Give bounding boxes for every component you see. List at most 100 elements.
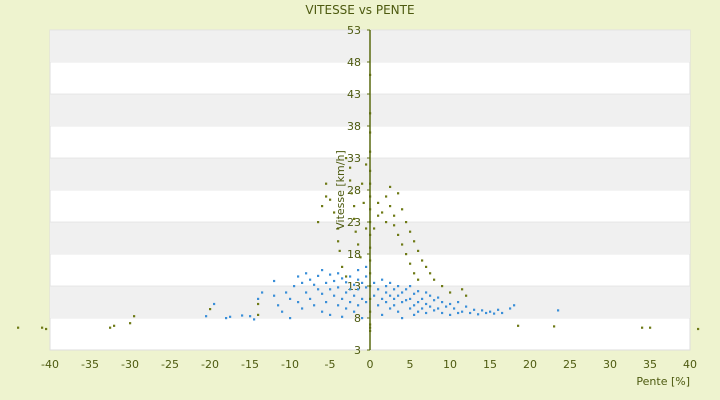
data-point — [381, 297, 384, 300]
data-point — [409, 285, 412, 288]
data-point — [345, 307, 348, 310]
data-point — [261, 291, 264, 294]
data-point — [393, 304, 396, 307]
data-point — [313, 304, 316, 307]
data-point — [17, 326, 20, 329]
data-point — [393, 288, 396, 291]
data-point — [329, 198, 332, 201]
data-point — [301, 307, 304, 310]
x-tick-label: 15 — [483, 358, 497, 371]
data-point — [349, 166, 352, 169]
data-point — [377, 288, 380, 291]
data-point — [285, 291, 288, 294]
data-point — [417, 290, 420, 293]
data-point — [409, 262, 412, 265]
data-point — [305, 272, 308, 275]
data-point — [409, 230, 412, 233]
data-point — [401, 291, 404, 294]
data-point — [365, 286, 368, 289]
data-point — [349, 275, 352, 278]
data-point — [493, 312, 496, 315]
data-point — [349, 288, 352, 291]
data-point — [433, 309, 436, 312]
data-point — [357, 288, 360, 291]
data-point — [413, 292, 416, 295]
data-point — [397, 192, 400, 195]
data-point — [385, 301, 388, 304]
data-point — [409, 307, 412, 310]
data-point — [353, 217, 356, 220]
x-tick-labels: -40 -35 -30 -25 -20 -15 -10 -5 0 5 10 15 20 25 30 35 40 — [41, 358, 697, 371]
data-point — [421, 297, 424, 300]
data-point — [381, 278, 384, 281]
x-tick-label: 10 — [443, 358, 457, 371]
y-tick-label: 33 — [347, 152, 361, 165]
data-point — [345, 157, 348, 160]
data-point — [337, 240, 340, 243]
data-point — [449, 302, 452, 306]
data-point — [321, 310, 324, 313]
x-tick-label: -25 — [161, 358, 179, 371]
data-point — [401, 208, 404, 211]
data-point — [345, 281, 348, 284]
data-point — [317, 288, 320, 291]
data-point — [241, 314, 244, 317]
data-point — [317, 274, 320, 277]
x-tick-label: 30 — [603, 358, 617, 371]
data-point — [417, 278, 420, 281]
data-point — [361, 297, 364, 300]
data-point — [333, 211, 336, 214]
data-point — [373, 281, 376, 284]
x-axis-label: Pente [%] — [636, 375, 690, 388]
x-tick-label: -35 — [81, 358, 99, 371]
data-point — [397, 310, 400, 313]
data-point — [325, 281, 328, 284]
data-point — [345, 275, 348, 278]
data-point — [649, 326, 652, 329]
data-point — [309, 297, 312, 300]
data-point — [341, 315, 344, 318]
data-point — [357, 269, 360, 272]
data-point — [349, 179, 352, 182]
data-point — [377, 214, 380, 217]
data-point — [697, 327, 700, 331]
data-point — [425, 291, 428, 294]
data-point — [381, 313, 384, 316]
data-point — [213, 302, 216, 306]
data-point — [461, 288, 464, 291]
data-point — [365, 265, 368, 268]
y-tick-label: 3 — [354, 344, 361, 357]
data-point — [397, 233, 400, 236]
data-point — [433, 278, 436, 281]
data-point — [129, 322, 132, 325]
data-point — [133, 315, 136, 318]
data-point — [429, 294, 432, 297]
data-point — [365, 227, 368, 230]
data-point — [325, 182, 328, 185]
x-tick-label: 35 — [643, 358, 657, 371]
y-tick-label: 48 — [347, 56, 361, 69]
data-point — [321, 292, 324, 295]
data-point — [457, 301, 460, 304]
x-tick-label: -10 — [281, 358, 299, 371]
data-point — [273, 279, 276, 283]
data-point — [365, 163, 368, 166]
data-point — [421, 259, 424, 262]
data-point — [353, 205, 356, 208]
data-point — [445, 305, 448, 308]
x-tick-label: 40 — [683, 358, 697, 371]
data-point — [321, 269, 324, 272]
data-point — [257, 313, 260, 316]
data-point — [641, 326, 644, 329]
data-point — [353, 310, 356, 313]
data-point — [417, 310, 420, 313]
data-point — [393, 224, 396, 227]
data-point — [357, 278, 360, 281]
y-tick-label: 8 — [354, 312, 361, 325]
x-tick-label: -5 — [325, 358, 336, 371]
y-axis-ticks — [367, 29, 370, 351]
data-point — [361, 182, 364, 185]
data-point — [425, 265, 428, 268]
data-point — [397, 285, 400, 288]
data-point — [289, 317, 292, 320]
